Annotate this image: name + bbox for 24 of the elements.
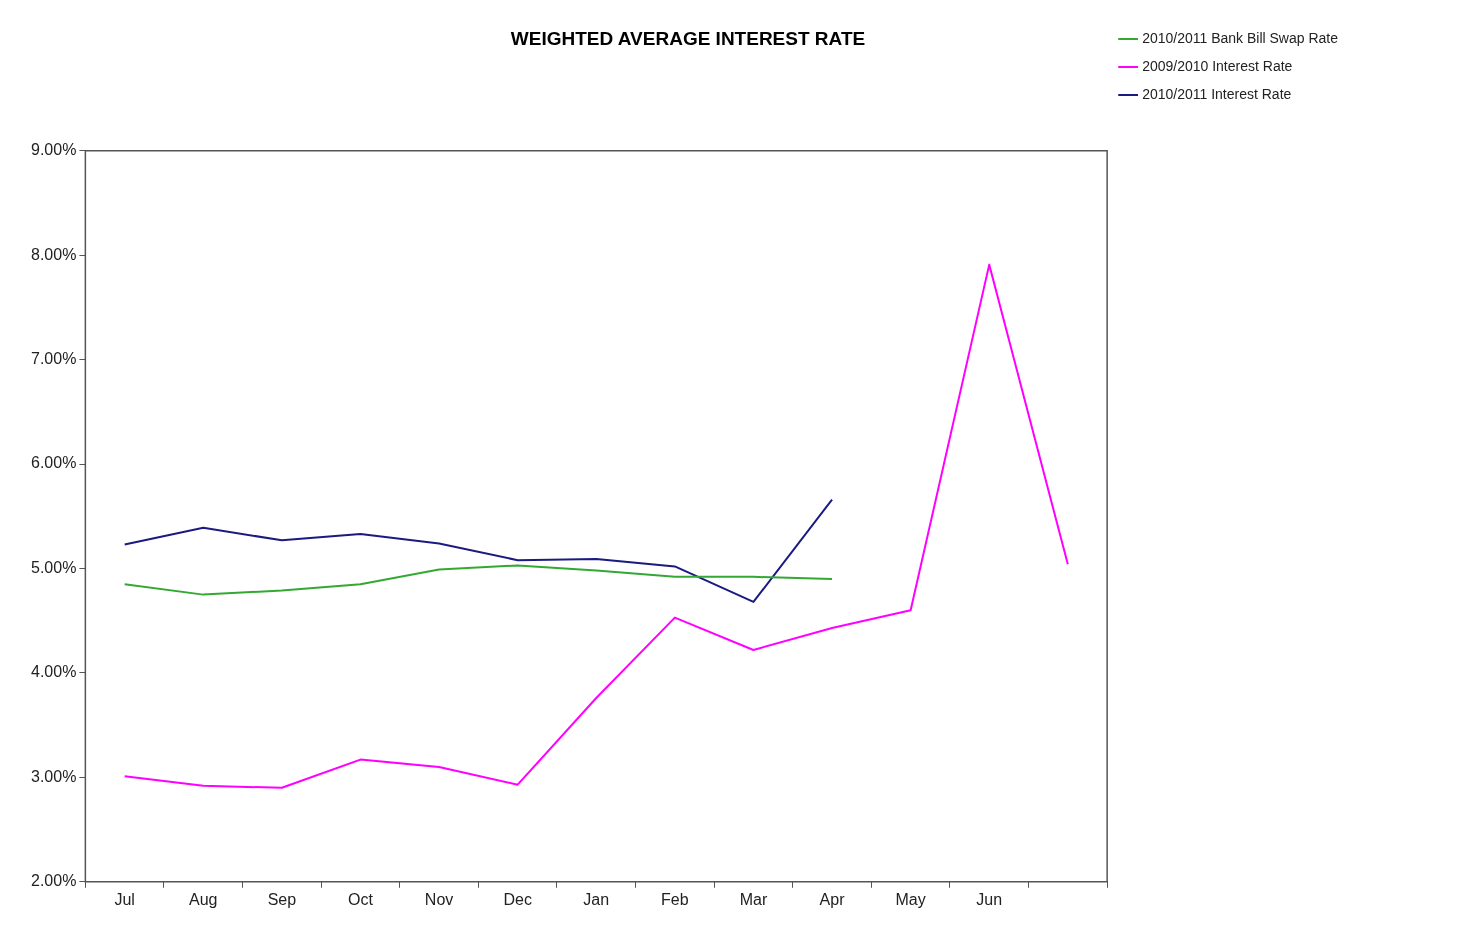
y-tick-label: 2.00%: [30, 872, 77, 890]
x-tick-label: Feb: [661, 890, 689, 908]
x-tick-label: Oct: [348, 890, 374, 908]
x-tick-label: Jul: [114, 890, 135, 908]
y-tick-label: 9.00%: [30, 141, 77, 159]
x-tick-label: May: [895, 890, 926, 908]
y-tick-label: 5.00%: [30, 558, 77, 576]
y-tick-label: 7.00%: [30, 350, 77, 368]
chart-title: WEIGHTED AVERAGE INTEREST RATE: [510, 27, 866, 49]
y-tick-label: 4.00%: [30, 663, 77, 681]
x-tick-label: Nov: [424, 890, 454, 908]
legend-label: 2010/2011 Interest Rate: [1142, 85, 1292, 102]
y-tick-label: 3.00%: [30, 767, 77, 785]
x-tick-label: Dec: [503, 890, 532, 908]
x-tick-label: Apr: [819, 890, 846, 908]
x-tick-label: Aug: [189, 890, 218, 908]
legend-label: 2010/2011 Bank Bill Swap Rate: [1142, 29, 1339, 46]
y-tick-label: 8.00%: [30, 245, 77, 263]
x-tick-label: Mar: [739, 890, 768, 908]
y-tick-label: 6.00%: [30, 454, 77, 472]
legend-label: 2009/2010 Interest Rate: [1142, 57, 1293, 74]
x-tick-label: Jan: [583, 890, 610, 908]
x-tick-label: Jun: [976, 890, 1003, 908]
x-tick-label: Sep: [267, 890, 297, 908]
